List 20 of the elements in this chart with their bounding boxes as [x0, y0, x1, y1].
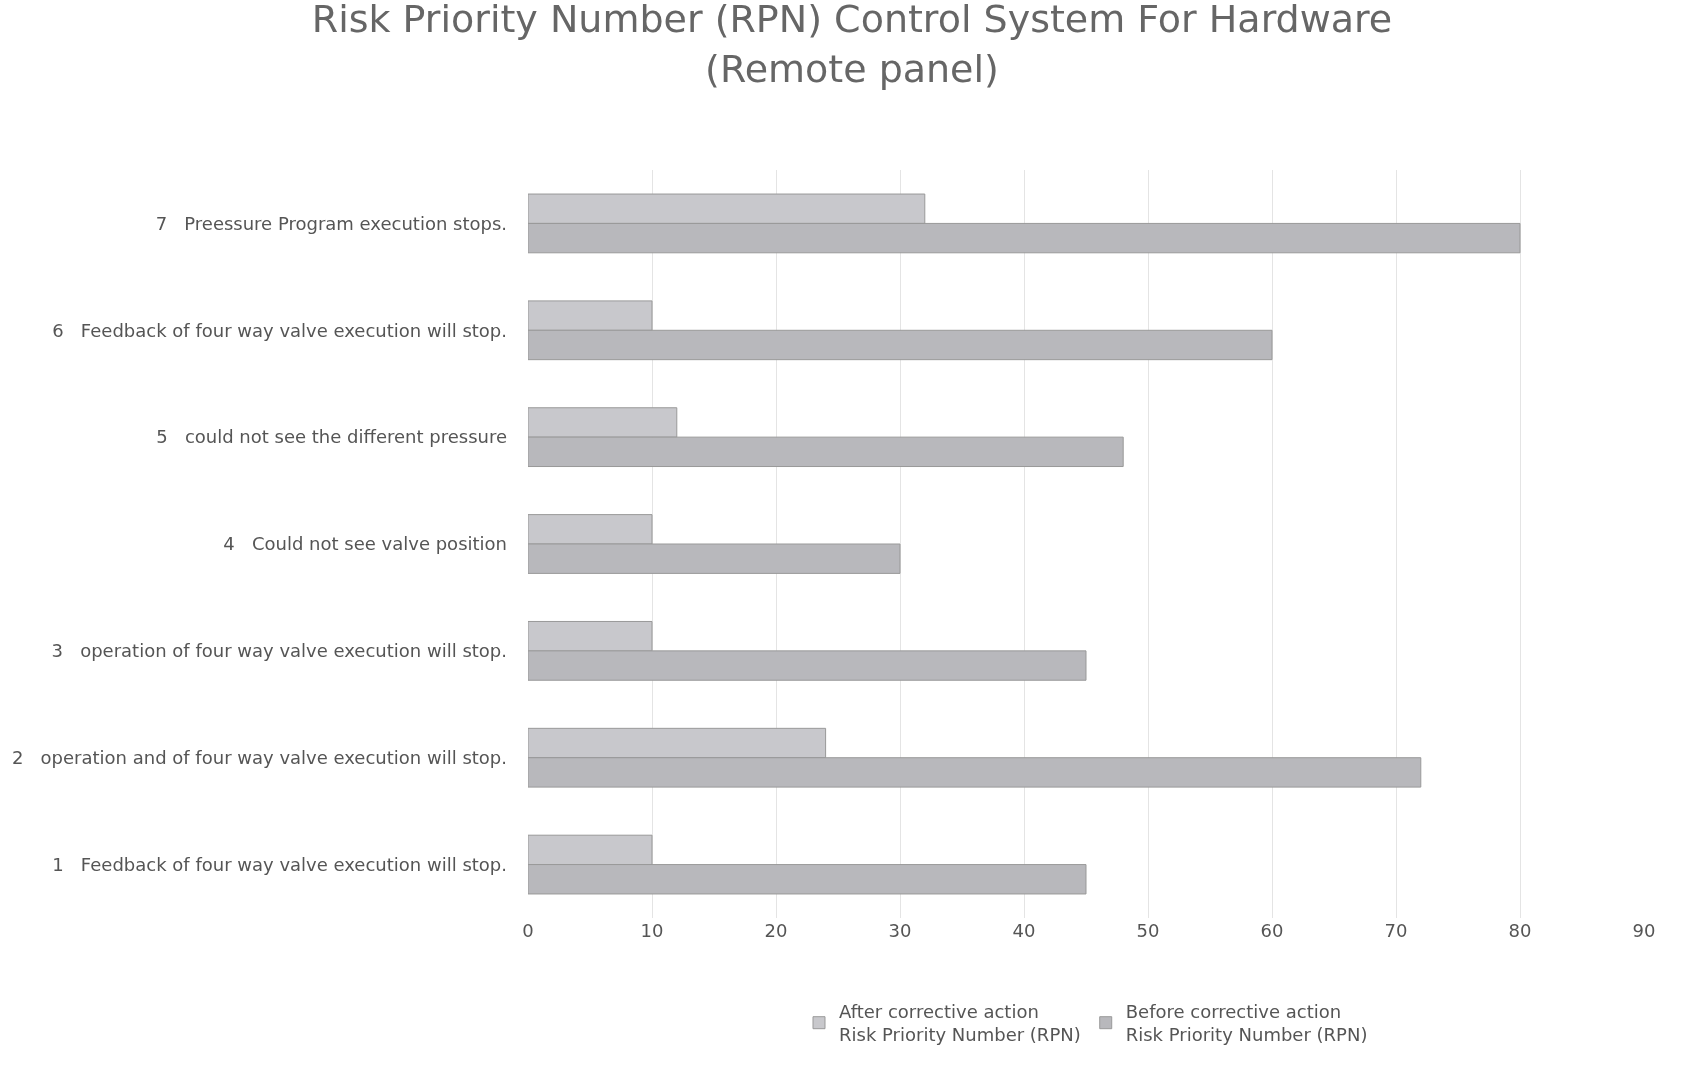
x-tick-label: 30 — [888, 920, 912, 941]
y-tick-label: 1 Feedback of four way valve execution will stop. — [52, 853, 507, 875]
legend-label: After corrective action Risk Priority Number (RPN) — [839, 1001, 1081, 1046]
y-tick-label: 5 could not see the different pressure — [156, 426, 507, 448]
y-tick-label: 4 Could not see valve position — [223, 533, 507, 555]
x-tick-label: 80 — [1508, 920, 1532, 941]
y-tick-label: 2 operation and of four way valve execution will stop. — [11, 747, 507, 769]
x-tick-label: 40 — [1012, 920, 1036, 941]
x-tick-label: 10 — [640, 920, 664, 941]
x-tick-label: 60 — [1260, 920, 1284, 941]
x-tick-label: 20 — [764, 920, 788, 941]
legend-label: Before corrective action Risk Priority Number (RPN) — [1125, 1001, 1368, 1046]
x-tick-label: 70 — [1384, 920, 1408, 941]
y-tick-label: 7 Preessure Program execution stops. — [155, 212, 507, 234]
x-tick-label: 90 — [1632, 920, 1656, 941]
y-tick-label: 6 Feedback of four way valve execution will stop. — [52, 319, 507, 341]
x-tick-label: 50 — [1136, 920, 1160, 941]
y-tick-label: 3 operation of four way valve execution will stop. — [51, 640, 507, 662]
x-tick-label: 0 — [522, 920, 534, 941]
chart-title: Risk Priority Number (RPN) Control System For Hardware (Remote panel) — [311, 0, 1393, 91]
